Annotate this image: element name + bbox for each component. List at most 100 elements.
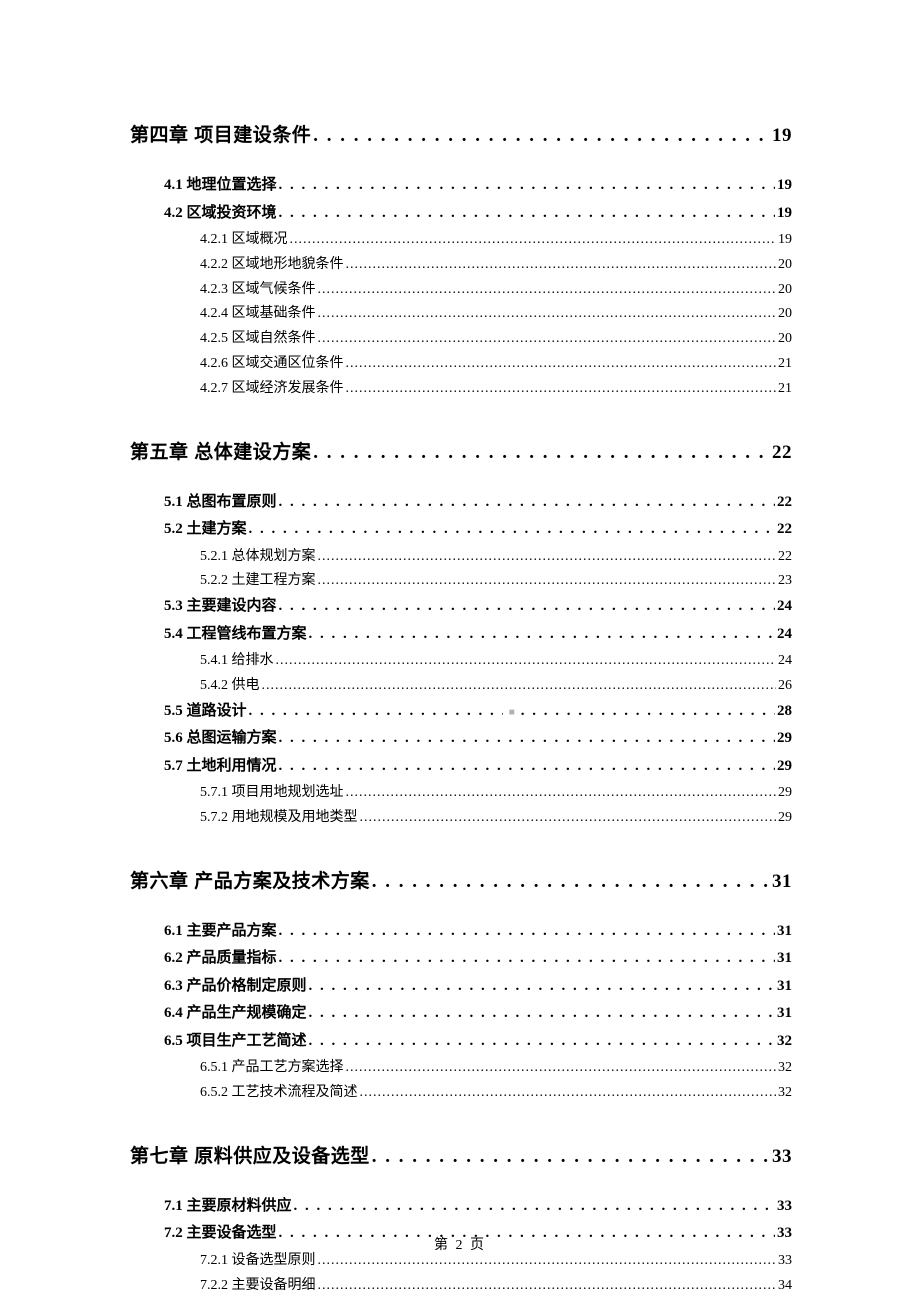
toc-entry-page: 34 — [778, 1274, 792, 1298]
toc-entry-page: 31 — [777, 919, 792, 945]
toc-entry-title: 4.1 地理位置选择 — [164, 173, 277, 199]
toc-entry-page: 31 — [777, 974, 792, 1000]
toc-leader-dots: ........................................… — [318, 545, 777, 569]
toc-entry-level-3: 4.2.4 区域基础条件............................… — [200, 302, 792, 326]
toc-entry-level-3: 4.2.1 区域概况..............................… — [200, 228, 792, 252]
toc-entry-title: 4.2.1 区域概况 — [200, 228, 288, 252]
toc-entry-level-3: 4.2.6 区域交通区位条件..........................… — [200, 352, 792, 376]
toc-entry-page: 21 — [778, 352, 792, 376]
toc-entry-page: 31 — [772, 871, 792, 893]
toc-leader-dots: . . . . . . . . . . . . . . . . . . . . … — [313, 125, 770, 147]
toc-entry-title: 5.4 工程管线布置方案 — [164, 622, 307, 648]
toc-entry-title: 4.2.6 区域交通区位条件 — [200, 352, 344, 376]
toc-leader-dots: ........................................… — [276, 649, 777, 673]
toc-entry-level-3: 7.2.2 主要设备明细............................… — [200, 1274, 792, 1298]
toc-leader-dots: . . . . . . . . . . . . . . . . . . . . … — [279, 490, 775, 516]
toc-entry-page: 26 — [778, 674, 792, 698]
toc-leader-dots: . . . . . . . . . . . . . . . . . . . . … — [279, 726, 775, 752]
toc-leader-dots: . . . . . . . . . . . . . . . . . . . . … — [249, 699, 503, 725]
toc-entry-title: 4.2.3 区域气候条件 — [200, 278, 316, 302]
toc-entry-title: 5.3 主要建设内容 — [164, 594, 277, 620]
toc-entry-title: 7.2.2 主要设备明细 — [200, 1274, 316, 1298]
toc-entry-page: 22 — [778, 545, 792, 569]
toc-leader-dots: ........................................… — [346, 352, 777, 376]
toc-entry-page: 22 — [777, 517, 792, 543]
toc-entry-page: 19 — [772, 125, 792, 147]
toc-entry-title: 4.2.5 区域自然条件 — [200, 327, 316, 351]
toc-entry-level-2: 6.4 产品生产规模确定. . . . . . . . . . . . . . … — [164, 1001, 792, 1027]
toc-leader-dots: ........................................… — [290, 228, 777, 252]
toc-entry-level-2: 5.7 土地利用情况. . . . . . . . . . . . . . . … — [164, 754, 792, 780]
toc-entry-title: 第四章 项目建设条件 — [130, 120, 311, 147]
toc-entry-level-2: 5.6 总图运输方案. . . . . . . . . . . . . . . … — [164, 726, 792, 752]
toc-leader-dots: . . . . . . . . . . . . . . . . . . . . … — [372, 871, 770, 893]
toc-entry-title: 6.5 项目生产工艺简述 — [164, 1029, 307, 1055]
toc-leader-dots: . . . . . . . . . . . . . . . . . . . . … — [279, 594, 775, 620]
toc-leader-dots: . . . . . . . . . . . . . . . . . . . . … — [279, 173, 775, 199]
toc-leader-dots: . . . . . . . . . . . . . . . . . . . . … — [521, 699, 775, 725]
toc-leader-dots: ........................................… — [318, 569, 777, 593]
toc-entry-title: 4.2.7 区域经济发展条件 — [200, 377, 344, 401]
toc-leader-dots: ........................................… — [346, 253, 777, 277]
toc-entry-title: 6.2 产品质量指标 — [164, 946, 277, 972]
toc-leader-dots: . . . . . . . . . . . . . . . . . . . . … — [372, 1146, 770, 1168]
toc-leader-dots: . . . . . . . . . . . . . . . . . . . . … — [279, 946, 775, 972]
toc-entry-page: 32 — [777, 1029, 792, 1055]
toc-leader-dots: ........................................… — [318, 302, 777, 326]
toc-entry-title: 第六章 产品方案及技术方案 — [130, 866, 370, 893]
toc-entry-title: 5.7.1 项目用地规划选址 — [200, 781, 344, 805]
toc-entry-level-2: 5.2 土建方案. . . . . . . . . . . . . . . . … — [164, 517, 792, 543]
toc-entry-page: 20 — [778, 327, 792, 351]
toc-entry-title: 5.2.2 土建工程方案 — [200, 569, 316, 593]
toc-entry-title: 6.4 产品生产规模确定 — [164, 1001, 307, 1027]
toc-entry-page: 19 — [777, 173, 792, 199]
toc-entry-title: 5.2 土建方案 — [164, 517, 247, 543]
toc-entry-level-1: 第七章 原料供应及设备选型. . . . . . . . . . . . . .… — [130, 1141, 792, 1168]
toc-entry-page: 22 — [777, 490, 792, 516]
toc-leader-dots: . . . . . . . . . . . . . . . . . . . . … — [313, 442, 770, 464]
toc-entry-title: 4.2.2 区域地形地貌条件 — [200, 253, 344, 277]
toc-entry-level-2: 5.5 道路设计. . . . . . . . . . . . . . . . … — [164, 699, 792, 725]
toc-entry-level-3: 5.7.1 项目用地规划选址..........................… — [200, 781, 792, 805]
toc-leader-dots: ........................................… — [262, 674, 777, 698]
toc-entry-level-2: 7.1 主要原材料供应. . . . . . . . . . . . . . .… — [164, 1194, 792, 1220]
table-of-contents: 第四章 项目建设条件. . . . . . . . . . . . . . . … — [130, 120, 792, 1298]
toc-entry-page: 20 — [778, 253, 792, 277]
toc-entry-page: 29 — [778, 781, 792, 805]
toc-leader-dots: ........................................… — [346, 781, 777, 805]
toc-entry-page: 20 — [778, 302, 792, 326]
toc-leader-dots: . . . . . . . . . . . . . . . . . . . . … — [309, 1001, 775, 1027]
toc-leader-dots: . . . . . . . . . . . . . . . . . . . . … — [294, 1194, 775, 1220]
toc-entry-level-2: 4.1 地理位置选择. . . . . . . . . . . . . . . … — [164, 173, 792, 199]
toc-leader-dots: ........................................… — [346, 377, 777, 401]
toc-leader-dots: . . . . . . . . . . . . . . . . . . . . … — [309, 1029, 775, 1055]
toc-entry-title: 5.1 总图布置原则 — [164, 490, 277, 516]
toc-entry-title: 6.1 主要产品方案 — [164, 919, 277, 945]
toc-entry-level-2: 6.2 产品质量指标. . . . . . . . . . . . . . . … — [164, 946, 792, 972]
toc-leader-dots: . . . . . . . . . . . . . . . . . . . . … — [249, 517, 775, 543]
toc-entry-page: 19 — [777, 201, 792, 227]
toc-entry-title: 4.2 区域投资环境 — [164, 201, 277, 227]
toc-leader-dots: . . . . . . . . . . . . . . . . . . . . … — [279, 201, 775, 227]
toc-entry-title: 第七章 原料供应及设备选型 — [130, 1141, 370, 1168]
toc-entry-title: 第五章 总体建设方案 — [130, 437, 311, 464]
toc-entry-page: 24 — [777, 594, 792, 620]
toc-entry-level-1: 第六章 产品方案及技术方案. . . . . . . . . . . . . .… — [130, 866, 792, 893]
toc-entry-page: 24 — [778, 649, 792, 673]
toc-leader-dots: . . . . . . . . . . . . . . . . . . . . … — [309, 974, 775, 1000]
toc-entry-title: 6.5.1 产品工艺方案选择 — [200, 1056, 344, 1080]
page-number-label: 第 2 页 — [434, 1238, 486, 1253]
toc-entry-level-3: 4.2.2 区域地形地貌条件..........................… — [200, 253, 792, 277]
toc-entry-level-3: 5.2.2 土建工程方案............................… — [200, 569, 792, 593]
toc-entry-level-2: 6.3 产品价格制定原则. . . . . . . . . . . . . . … — [164, 974, 792, 1000]
toc-entry-title: 7.1 主要原材料供应 — [164, 1194, 292, 1220]
toc-leader-dots: . . . . . . . . . . . . . . . . . . . . … — [309, 622, 775, 648]
toc-entry-page: 19 — [778, 228, 792, 252]
toc-entry-title: 4.2.4 区域基础条件 — [200, 302, 316, 326]
toc-entry-page: 33 — [772, 1146, 792, 1168]
toc-leader-dots: ........................................… — [346, 1056, 777, 1080]
toc-entry-page: 22 — [772, 442, 792, 464]
toc-entry-page: 21 — [778, 377, 792, 401]
toc-entry-level-2: 4.2 区域投资环境. . . . . . . . . . . . . . . … — [164, 201, 792, 227]
toc-entry-level-2: 5.3 主要建设内容. . . . . . . . . . . . . . . … — [164, 594, 792, 620]
